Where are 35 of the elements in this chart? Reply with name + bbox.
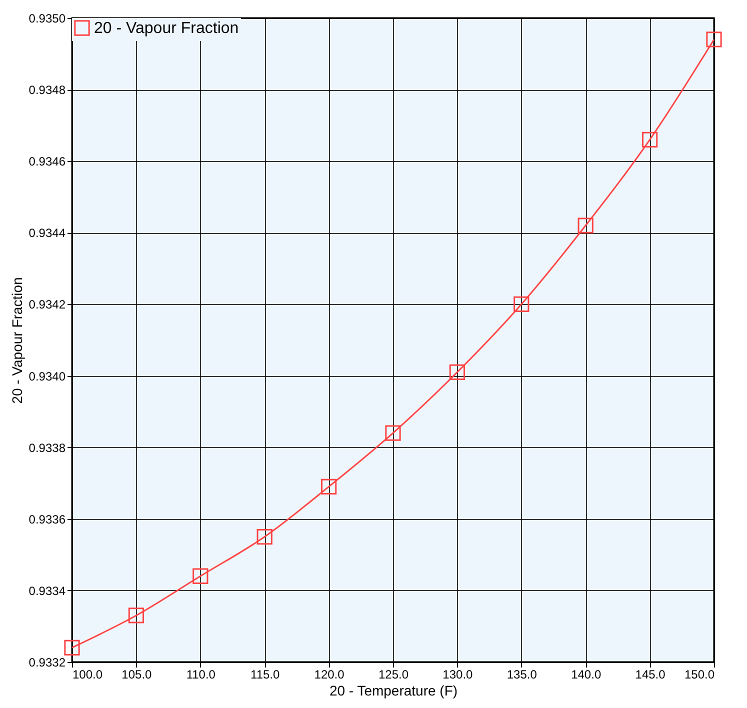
y-tick-label: 0.9336 [28,512,66,526]
x-tick-label: 115.0 [250,668,280,682]
x-tick-label: 135.0 [506,668,538,682]
y-axis-title: 20 - Vapour Fraction [8,277,25,404]
x-tick-label: 125.0 [378,668,409,682]
point [449,364,466,380]
x-tick-label: 105.0 [122,668,152,682]
point [578,218,594,234]
x-axis-title: 20 - Temperature (F) [329,682,458,698]
point [128,608,144,624]
y-tick-label: 0.9340 [28,369,66,384]
y-tick-label: 0.9334 [28,584,66,598]
point [256,528,272,545]
y-tick-label: 0.9344 [28,226,66,240]
point [192,568,208,584]
point [385,425,401,441]
x-tick-label: 150.0 [684,668,715,682]
point [706,32,722,48]
y-tick-label: 0.9332 [28,656,66,670]
x-tick-label: 100.0 [72,668,103,682]
point [64,640,80,656]
point [514,296,530,312]
x-tick-label: 140.0 [571,668,602,682]
x-tick-label: 120.0 [314,668,345,682]
point [642,132,658,148]
y-tick-label: 0.9338 [28,440,66,455]
y-tick-label: 0.9350 [28,12,66,26]
y-tick-label: 0.9342 [28,298,66,312]
legend-label: 20 - Vapour Fraction [94,20,239,37]
x-tick-label: 110.0 [186,668,216,682]
x-tick-label: 145.0 [635,668,666,682]
y-tick-label: 0.9348 [28,83,66,98]
x-tick-label: 130.0 [442,668,474,682]
y-tick-label: 0.9346 [28,154,66,169]
point [320,478,337,495]
